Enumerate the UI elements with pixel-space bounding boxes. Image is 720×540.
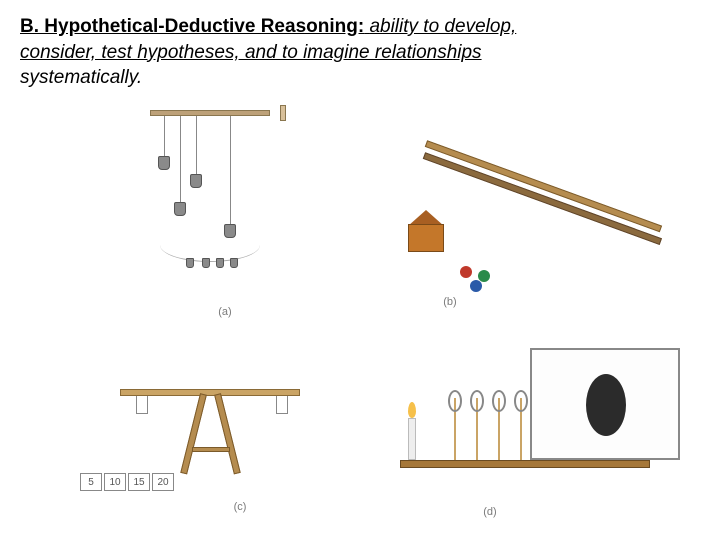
ring <box>514 390 528 412</box>
ramp-house <box>408 224 444 252</box>
ramp-ball-green <box>478 270 490 282</box>
pendulum-peg <box>280 105 286 121</box>
figure-a-caption: (a) <box>120 306 330 318</box>
pendulum-bar <box>150 110 270 116</box>
pendulum-bob <box>174 202 186 216</box>
balance-beam <box>120 389 300 396</box>
heading-rest-b: consider, test hypotheses, and to imagin… <box>20 42 482 63</box>
swing-arc <box>160 228 260 262</box>
pendulum-string <box>180 116 181 204</box>
weight-box: 10 <box>104 473 126 491</box>
pendulum-string <box>230 116 231 226</box>
figure-d-caption: (d) <box>350 506 630 518</box>
figure-b-caption: (b) <box>310 296 590 308</box>
ramp-rail-upper <box>425 140 662 232</box>
heading-rest-a: ability to develop, <box>369 16 516 37</box>
pendulum-bob <box>158 156 170 170</box>
spare-bob <box>186 258 194 268</box>
candle <box>408 418 416 460</box>
heading-title: B. Hypothetical-Deductive Reasoning: <box>20 16 364 37</box>
heading-rest-c: systematically. <box>20 67 142 88</box>
weight-box: 20 <box>152 473 174 491</box>
figure-c-caption: (c) <box>100 501 380 513</box>
balance-crossbar <box>192 447 230 452</box>
balance-hook-right <box>276 396 288 414</box>
ring <box>492 390 506 412</box>
weight-box: 15 <box>128 473 150 491</box>
figure-c-balance: 5 10 15 20 (c) <box>80 345 360 495</box>
heading: B. Hypothetical-Deductive Reasoning: abi… <box>20 14 700 91</box>
pendulum-string <box>196 116 197 176</box>
shelf <box>400 460 650 468</box>
balance-leg <box>180 393 207 474</box>
weight-box: 5 <box>80 473 102 491</box>
shadow-oval <box>586 374 626 436</box>
balance-hook-left <box>136 396 148 414</box>
ramp-rail-lower <box>423 152 662 245</box>
figures-container: (a) (b) 5 10 15 20 (c) <box>80 110 680 520</box>
ring <box>448 390 462 412</box>
spare-bob <box>230 258 238 268</box>
ramp-ball-blue <box>470 280 482 292</box>
balance-leg <box>214 393 241 474</box>
spare-bob <box>202 258 210 268</box>
ring <box>470 390 484 412</box>
spare-bob <box>216 258 224 268</box>
pendulum-string <box>164 116 165 158</box>
figure-d-shadow: (d) <box>400 340 680 500</box>
pendulum-bob <box>224 224 236 238</box>
figure-a-pendulum: (a) <box>120 110 330 300</box>
pendulum-bob <box>190 174 202 188</box>
candle-flame-icon <box>408 402 416 418</box>
ramp-ball-red <box>460 266 472 278</box>
figure-b-ramp: (b) <box>400 130 680 290</box>
